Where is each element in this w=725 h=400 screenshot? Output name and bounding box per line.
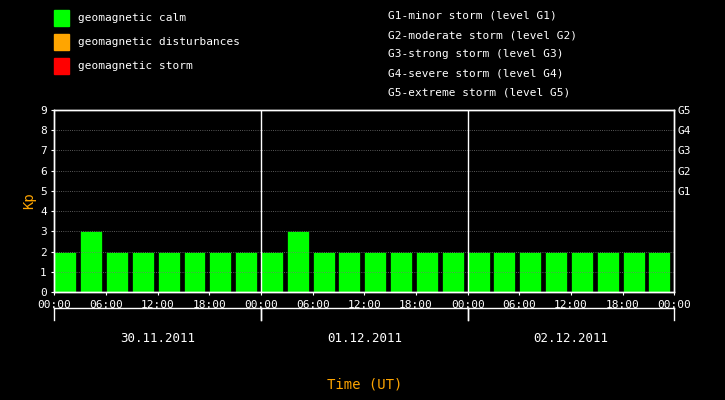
Bar — [519, 252, 542, 292]
Text: G2-moderate storm (level G2): G2-moderate storm (level G2) — [388, 30, 577, 40]
Bar — [571, 252, 593, 292]
Text: G1-minor storm (level G1): G1-minor storm (level G1) — [388, 11, 557, 21]
Text: 01.12.2011: 01.12.2011 — [327, 332, 402, 344]
Text: G5-extreme storm (level G5): G5-extreme storm (level G5) — [388, 88, 570, 98]
Bar — [235, 252, 257, 292]
Bar — [287, 231, 309, 292]
Text: geomagnetic calm: geomagnetic calm — [78, 13, 186, 23]
Text: geomagnetic storm: geomagnetic storm — [78, 61, 193, 71]
Text: 30.11.2011: 30.11.2011 — [120, 332, 195, 344]
Text: G3-strong storm (level G3): G3-strong storm (level G3) — [388, 49, 563, 59]
Bar — [106, 252, 128, 292]
Bar — [648, 252, 671, 292]
Bar — [364, 252, 386, 292]
Bar — [545, 252, 567, 292]
Bar — [390, 252, 412, 292]
Bar — [416, 252, 438, 292]
Y-axis label: Kp: Kp — [22, 193, 36, 209]
Bar — [80, 231, 102, 292]
Bar — [494, 252, 515, 292]
Bar — [210, 252, 231, 292]
Bar — [597, 252, 618, 292]
Bar — [339, 252, 360, 292]
Bar — [54, 252, 76, 292]
Text: geomagnetic disturbances: geomagnetic disturbances — [78, 37, 240, 47]
Bar — [183, 252, 205, 292]
Bar — [442, 252, 464, 292]
Bar — [132, 252, 154, 292]
Bar — [468, 252, 489, 292]
Bar — [157, 252, 180, 292]
Bar — [261, 252, 283, 292]
Text: 02.12.2011: 02.12.2011 — [534, 332, 608, 344]
Text: Time (UT): Time (UT) — [327, 377, 402, 391]
Bar — [312, 252, 335, 292]
Text: G4-severe storm (level G4): G4-severe storm (level G4) — [388, 69, 563, 78]
Bar — [623, 252, 645, 292]
